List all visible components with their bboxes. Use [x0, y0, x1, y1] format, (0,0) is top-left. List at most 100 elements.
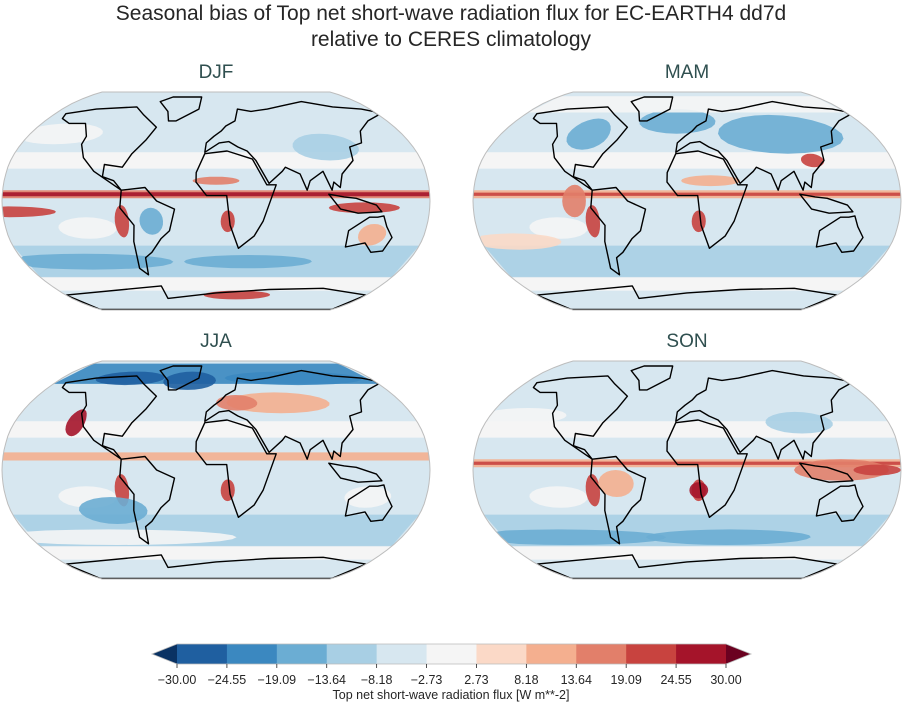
field-region [216, 395, 258, 411]
field-region [585, 205, 601, 238]
field-region [79, 497, 148, 524]
field-region [529, 486, 588, 508]
map-border [472, 91, 902, 311]
field-region [473, 461, 901, 465]
field-region [25, 529, 237, 545]
coastline-africa [666, 150, 748, 249]
colorbar: −30.00 −24.55 −19.09 −13.64 −8.18 −2.73 2.73 8.… [150, 643, 753, 687]
field-region [58, 217, 117, 239]
colorbar-tick-label: −24.55 [208, 673, 247, 687]
field-region [7, 421, 425, 438]
field-region [184, 255, 312, 269]
coastline-australia [344, 484, 393, 522]
coastline-north-america [61, 375, 158, 460]
colorbar-tick-label: −19.09 [258, 673, 297, 687]
colorbar-tick-label: 19.09 [611, 673, 642, 687]
coastline-greenland [159, 365, 203, 391]
colorbar-bin [476, 644, 527, 664]
field-region [114, 205, 130, 238]
coastline-north-america [61, 106, 158, 191]
field-region [2, 452, 430, 461]
field-region [38, 276, 394, 291]
coastline-north-america [532, 106, 629, 191]
map-panels [1, 91, 902, 580]
coastline-greenland [630, 365, 674, 391]
field-region [496, 529, 667, 545]
coastline-north-america [532, 375, 629, 460]
field-region [95, 371, 165, 386]
field-region [801, 153, 824, 168]
field-region [765, 411, 833, 434]
colorbar-tick-label: −2.73 [411, 673, 443, 687]
coastline-africa [666, 419, 748, 518]
field-region [527, 96, 847, 113]
panel-title-son: SON [666, 331, 707, 352]
coastline-maritime-continent [328, 462, 383, 483]
field-region [585, 474, 601, 507]
colorbar-label: Top net short-wave radiation flux [W m**… [333, 688, 570, 702]
map-border [1, 91, 431, 311]
map-mam [472, 91, 902, 311]
coastline-maritime-continent [799, 462, 854, 483]
colorbar-bin [276, 644, 328, 664]
colorbar-bin [177, 644, 228, 664]
coastline-south-america [119, 186, 176, 276]
map-border [472, 360, 902, 580]
colorbar-tick-label: 2.73 [464, 673, 488, 687]
coastline-australia [815, 484, 864, 522]
field-region [598, 470, 634, 497]
field-region [529, 217, 588, 239]
field-region [487, 408, 567, 424]
bias-field [2, 361, 430, 579]
field-region [853, 464, 901, 476]
coastline-eurasia [204, 369, 380, 460]
field-region [192, 176, 240, 185]
field-region [681, 175, 740, 187]
field-region [479, 233, 562, 250]
field-region [483, 245, 891, 278]
coastline-greenland [159, 96, 203, 122]
colorbar-bin [376, 644, 428, 664]
coastline-maritime-continent [328, 193, 383, 214]
field-region [38, 545, 394, 560]
coastline-maritime-continent [799, 193, 854, 214]
bias-field [2, 92, 430, 310]
map-son [472, 360, 902, 580]
map-djf [1, 91, 431, 311]
field-region [7, 152, 425, 169]
colorbar-extend-low [152, 644, 177, 664]
coastline-africa [195, 150, 277, 249]
field-region [25, 123, 103, 145]
field-region [562, 184, 586, 218]
field-region [478, 421, 896, 438]
colorbar-extend-high [726, 644, 751, 664]
field-region [344, 486, 392, 508]
coastline-africa [195, 419, 277, 518]
coastline-eurasia [675, 369, 851, 460]
field-region [2, 206, 56, 218]
colorbar-tick-label: −8.18 [361, 673, 393, 687]
field-region [139, 207, 163, 235]
colorbar-bin [626, 644, 677, 664]
field-region [478, 152, 896, 169]
map-border [1, 360, 431, 580]
field-region [718, 114, 844, 154]
colorbar-bin [226, 644, 278, 664]
field-region [509, 276, 865, 291]
coastline-greenland [630, 96, 674, 122]
bias-field [473, 92, 901, 310]
coastline-eurasia [204, 100, 380, 191]
figure-title-line1: Seasonal bias of Top net short-wave radi… [116, 2, 786, 25]
field-region [2, 192, 430, 197]
field-region [794, 459, 890, 481]
field-region [566, 118, 611, 150]
field-region [509, 545, 865, 560]
bias-field [473, 361, 901, 579]
field-region [645, 529, 811, 545]
field-region [163, 371, 216, 390]
field-region [689, 482, 709, 499]
field-region [21, 253, 174, 270]
panel-title-mam: MAM [665, 62, 709, 83]
figure-title-line2: relative to CERES climatology [311, 28, 592, 51]
